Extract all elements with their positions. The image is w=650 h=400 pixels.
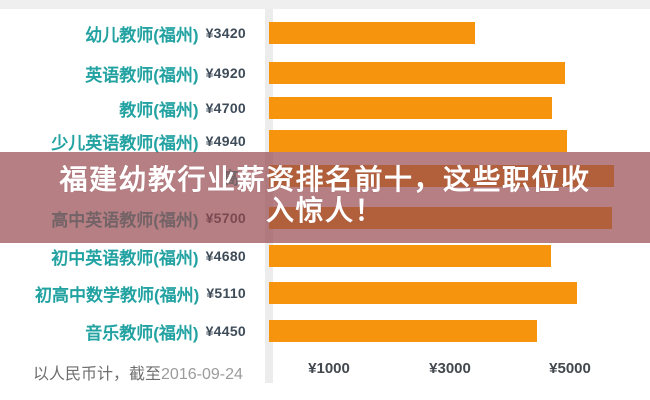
salary-bar bbox=[269, 22, 475, 44]
footnote-date: 2016-09-24 bbox=[161, 366, 243, 383]
value-label: ¥4450 bbox=[205, 323, 246, 339]
top-gray-band bbox=[0, 0, 650, 9]
chart-row: 教师(福州) ¥4700 bbox=[0, 90, 650, 126]
salary-bar bbox=[269, 62, 565, 84]
salary-bar bbox=[269, 130, 567, 152]
row-label: 少儿英语教师(福州) ¥4940 bbox=[0, 123, 246, 159]
headline-banner-overlay: 福建幼教行业薪资排名前十，这些职位收 入惊人！ bbox=[0, 152, 650, 243]
category-label: 少儿英语教师(福州) bbox=[51, 133, 199, 153]
row-label: 初中英语教师(福州) ¥4680 bbox=[0, 238, 246, 274]
row-label: 教师(福州) ¥4700 bbox=[0, 90, 246, 126]
footnote: 以人民币计，截至2016-09-24 bbox=[33, 360, 243, 384]
category-label: 英语教师(福州) bbox=[85, 65, 199, 85]
category-label: 初中英语教师(福州) bbox=[51, 248, 199, 268]
chart-row: 幼儿教师(福州) ¥3420 bbox=[0, 15, 650, 51]
chart-row: 少儿英语教师(福州) ¥4940 bbox=[0, 123, 650, 159]
x-axis-tick: ¥1000 bbox=[308, 360, 350, 377]
chart-row: 英语教师(福州) ¥4920 bbox=[0, 55, 650, 91]
headline-line-1: 福建幼教行业薪资排名前十，这些职位收 bbox=[59, 164, 591, 195]
value-label: ¥4680 bbox=[205, 248, 246, 264]
chart-row: 音乐教师(福州) ¥4450 bbox=[0, 313, 650, 349]
footnote-text: 以人民币计，截至 bbox=[33, 366, 162, 383]
category-label: 教师(福州) bbox=[119, 100, 199, 120]
salary-bar bbox=[269, 97, 552, 119]
chart-row: 初中英语教师(福州) ¥4680 bbox=[0, 238, 650, 274]
row-label: 英语教师(福州) ¥4920 bbox=[0, 55, 246, 91]
salary-bar bbox=[269, 245, 551, 267]
x-axis-tick: ¥3000 bbox=[429, 360, 471, 377]
salary-bar bbox=[269, 282, 577, 304]
row-label: 幼儿教师(福州) ¥3420 bbox=[0, 15, 246, 51]
value-label: ¥4920 bbox=[205, 65, 246, 81]
category-label: 初高中数学教师(福州) bbox=[35, 285, 200, 305]
value-label: ¥4940 bbox=[205, 133, 246, 149]
category-label: 音乐教师(福州) bbox=[85, 323, 199, 343]
x-axis-tick: ¥5000 bbox=[549, 360, 591, 377]
category-label: 幼儿教师(福州) bbox=[85, 25, 199, 45]
value-label: ¥4700 bbox=[205, 100, 246, 116]
chart-row: 初高中数学教师(福州) ¥5110 bbox=[0, 275, 650, 311]
value-label: ¥5110 bbox=[206, 285, 246, 301]
x-axis: ¥1000 ¥3000 ¥5000 bbox=[0, 360, 650, 380]
headline-line-2: 入惊人！ bbox=[265, 195, 384, 226]
headline-title: 福建幼教行业薪资排名前十，这些职位收 入惊人！ bbox=[0, 152, 650, 226]
row-label: 初高中数学教师(福州) ¥5110 bbox=[0, 275, 246, 311]
row-label: 音乐教师(福州) ¥4450 bbox=[0, 313, 246, 349]
value-label: ¥3420 bbox=[205, 25, 246, 41]
salary-bar bbox=[269, 320, 537, 342]
